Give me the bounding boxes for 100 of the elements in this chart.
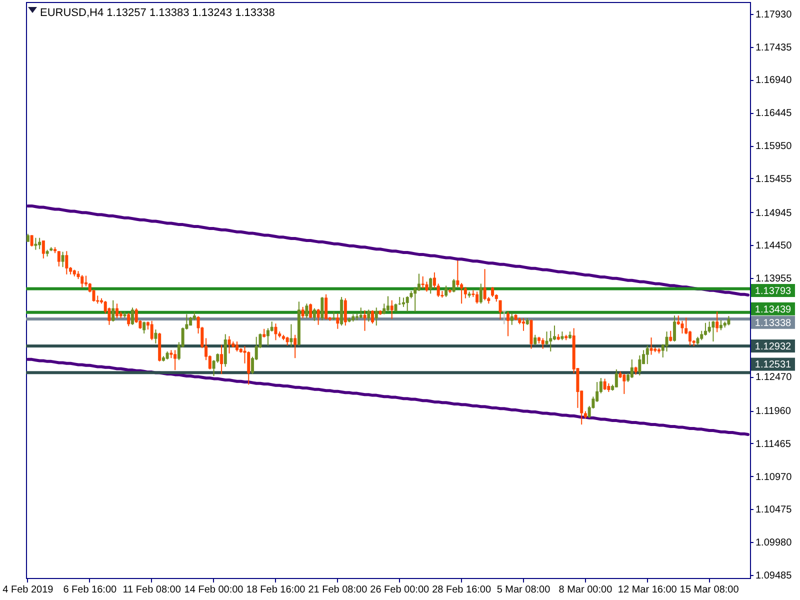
candlestick — [112, 300, 115, 322]
candlestick — [549, 330, 552, 352]
y-tick-label: 1.11465 — [756, 438, 792, 450]
candlestick — [363, 310, 366, 332]
ref-line-label: 1.13439 — [754, 304, 792, 316]
y-tick-label: 1.09485 — [756, 570, 792, 582]
x-tick-label: 11 Feb 08:00 — [122, 584, 182, 596]
candlestick — [30, 234, 34, 247]
y-tick-label: 1.14450 — [756, 240, 792, 252]
candlestick — [436, 283, 440, 298]
y-tick-label: 1.10475 — [756, 504, 792, 516]
candlestick — [417, 273, 420, 292]
candlestick — [344, 298, 347, 326]
candlestick — [174, 350, 177, 371]
candlestick — [359, 307, 362, 319]
candlestick — [312, 308, 316, 322]
y-tick-label: 1.11960 — [756, 406, 792, 418]
candlestick — [429, 277, 432, 294]
candlestick — [127, 312, 130, 327]
y-tick-label: 1.16940 — [756, 75, 792, 86]
candlestick — [270, 321, 274, 332]
y-tick-label: 1.13955 — [756, 274, 792, 285]
candlestick — [704, 322, 707, 336]
candlestick — [65, 250, 68, 275]
candlestick — [432, 272, 436, 289]
candlestick — [290, 324, 293, 348]
candlestick — [150, 320, 154, 341]
candlestick — [115, 303, 118, 319]
candlestick — [464, 286, 467, 299]
candlestick — [294, 334, 297, 359]
candlestick — [34, 237, 38, 250]
candlestick — [476, 291, 479, 304]
candlestick — [638, 354, 642, 376]
line-series — [26, 204, 750, 296]
y-tick-label: 1.15950 — [756, 141, 792, 152]
candlestick — [541, 338, 544, 350]
candlestick — [390, 300, 394, 320]
candlestick — [301, 306, 304, 319]
candlestick — [688, 330, 692, 346]
candlestick — [228, 336, 231, 354]
candlestick — [142, 321, 146, 334]
candlestick — [669, 330, 672, 342]
ref-line-label: 1.13338 — [754, 318, 792, 329]
candlestick — [712, 320, 715, 342]
candlestick — [309, 303, 312, 319]
x-tick-label: 28 Feb 16:00 — [432, 584, 492, 596]
candlestick — [220, 344, 224, 375]
candlestick — [61, 251, 64, 268]
x-tick-label: 21 Feb 08:00 — [308, 584, 368, 596]
ref-line-label: 1.12932 — [754, 342, 792, 353]
x-tick-label: 5 Mar 08:00 — [496, 584, 551, 596]
candlestick — [154, 329, 158, 344]
ref-line-label: 1.13793 — [754, 286, 792, 298]
candlestick — [42, 240, 45, 259]
candlestick — [460, 282, 464, 304]
candlestick — [266, 328, 270, 346]
candlestick — [236, 340, 239, 352]
candlestick — [727, 316, 730, 326]
candlestick — [130, 307, 134, 326]
candlestick — [530, 319, 533, 350]
candlestick — [700, 330, 704, 341]
candlestick — [421, 276, 424, 289]
x-tick-label: 8 Mar 00:00 — [558, 584, 613, 596]
candlestick — [402, 297, 405, 308]
candlestick — [247, 350, 250, 386]
candlestick — [552, 325, 556, 341]
y-tick-label: 1.09980 — [756, 538, 792, 549]
candlestick — [38, 237, 42, 250]
candlestick — [444, 285, 448, 298]
candlestick — [719, 320, 722, 331]
candlestick — [673, 315, 676, 342]
x-tick-label: 12 Mar 16:00 — [618, 584, 678, 596]
candlestick — [498, 300, 502, 320]
candlestick — [386, 296, 390, 312]
candlestick — [716, 311, 719, 333]
y-tick-label: 1.16445 — [756, 108, 792, 120]
candlestick — [57, 250, 60, 267]
y-tick-label: 1.17435 — [756, 42, 792, 54]
y-tick-label: 1.15455 — [756, 174, 792, 185]
candlestick — [374, 307, 378, 326]
candlestick — [324, 294, 328, 320]
x-tick-label: 4 Feb 2019 — [2, 584, 54, 596]
line-series — [26, 358, 750, 436]
y-tick-label: 1.12470 — [756, 372, 792, 384]
chart-title: EURUSD,H4 1.13257 1.13383 1.13243 1.13338 — [40, 7, 275, 19]
candlestick — [382, 303, 386, 315]
x-tick-label: 14 Feb 00:00 — [184, 584, 244, 596]
y-tick-label: 1.14945 — [756, 208, 792, 219]
x-tick-label: 26 Feb 00:00 — [370, 584, 430, 596]
y-tick-label: 1.10970 — [756, 472, 792, 483]
candlestick — [510, 313, 514, 326]
candlestick — [479, 283, 482, 304]
candlestick — [414, 286, 417, 312]
candlestick — [502, 310, 506, 325]
candlestick — [316, 308, 320, 326]
x-tick-label: 15 Mar 08:00 — [680, 584, 740, 596]
candlestick — [274, 323, 278, 341]
candlestick — [483, 268, 486, 301]
candlestick — [622, 374, 626, 394]
candlestick — [371, 310, 374, 324]
